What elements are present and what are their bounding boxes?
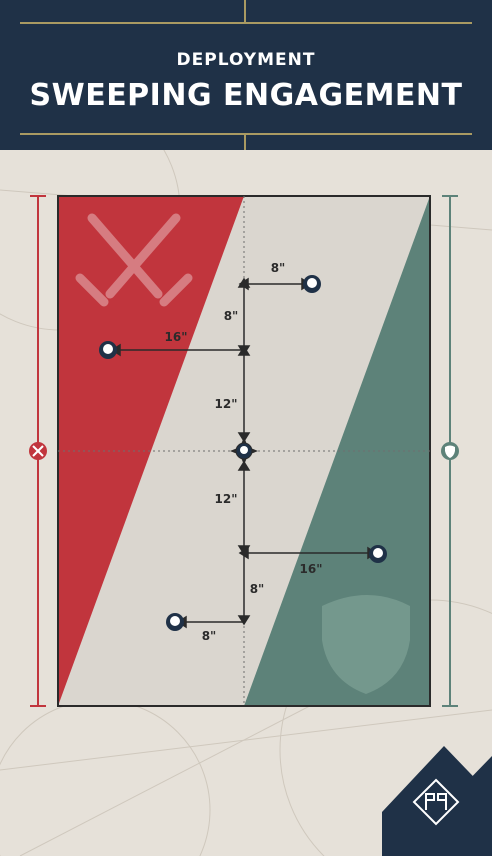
header-divider-bottom [244, 133, 246, 150]
mission-title: SWEEPING ENGAGEMENT [29, 78, 463, 113]
objective-lower-left [166, 613, 184, 631]
deployment-label: DEPLOYMENT [176, 50, 316, 70]
measure-upper-vertical: 8" [223, 309, 239, 323]
defender-edge-marker-icon [441, 442, 459, 460]
objective-upper-right [303, 275, 321, 293]
measure-lower-vertical: 8" [249, 582, 265, 596]
card-header: DEPLOYMENT SWEEPING ENGAGEMENT [0, 0, 492, 150]
card-type-badge [382, 746, 492, 856]
measure-right-long: 16" [299, 562, 323, 576]
measure-left-long: 16" [164, 330, 188, 344]
attacker-deployment-zone [58, 196, 244, 706]
shield-watermark-icon [322, 595, 410, 694]
header-rule-bottom [20, 133, 472, 135]
header-divider-top [244, 0, 246, 22]
measure-upper-short: 8" [270, 261, 286, 275]
objective-left [99, 341, 117, 359]
crossed-swords-icon [75, 213, 193, 307]
crossed-flags-icon [425, 793, 447, 810]
objective-right [369, 545, 387, 563]
header-rule-top [20, 22, 472, 24]
defender-deployment-zone [244, 196, 430, 706]
attacker-edge-marker-icon [29, 442, 47, 460]
measure-center-up: 12" [214, 397, 238, 411]
measure-lower-short: 8" [201, 629, 217, 643]
measure-center-down: 12" [214, 492, 238, 506]
objective-center [230, 437, 258, 465]
